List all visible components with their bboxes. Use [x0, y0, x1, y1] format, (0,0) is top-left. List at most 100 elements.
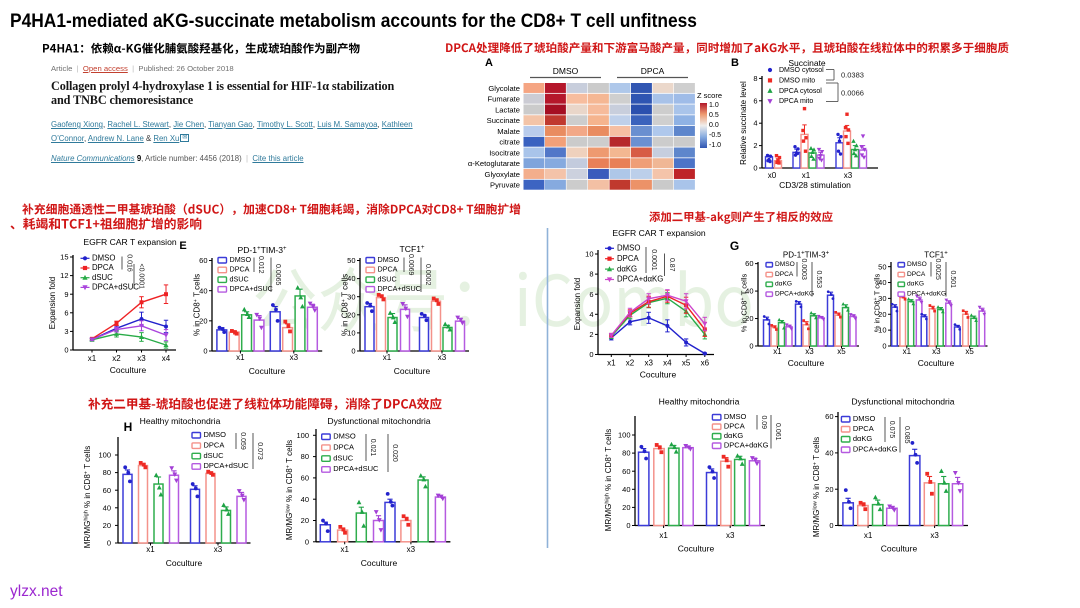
svg-text:x1: x1	[146, 545, 155, 554]
svg-text:DPCA+dSUC: DPCA+dSUC	[204, 461, 250, 470]
svg-text:x3: x3	[407, 545, 416, 554]
svg-text:0.0003: 0.0003	[800, 259, 807, 281]
svg-text:DPCA+dαKG: DPCA+dαKG	[853, 445, 898, 454]
svg-text:2: 2	[589, 330, 593, 339]
svg-text:0.87: 0.87	[668, 258, 675, 272]
svg-text:DPCA: DPCA	[92, 263, 114, 272]
svg-text:60: 60	[745, 259, 753, 268]
svg-text:dSUC: dSUC	[333, 453, 354, 462]
svg-text:DPCA: DPCA	[333, 442, 354, 451]
svg-text:dSUC: dSUC	[378, 274, 397, 283]
svg-text:Coculture: Coculture	[640, 370, 677, 380]
svg-text:Relative succinate level: Relative succinate level	[739, 81, 748, 165]
svg-text:0.0: 0.0	[709, 122, 719, 129]
svg-text:Z score: Z score	[697, 91, 722, 100]
svg-text:DMSO: DMSO	[553, 66, 579, 76]
svg-text:20: 20	[301, 516, 309, 525]
svg-text:0.075: 0.075	[888, 421, 895, 439]
svg-text:DPCA cytosol: DPCA cytosol	[779, 88, 822, 95]
svg-text:dαKG: dαKG	[907, 281, 924, 288]
svg-text:Expansion fold: Expansion fold	[573, 278, 582, 330]
svg-text:60: 60	[825, 412, 833, 421]
svg-text:DPCA+dSUC: DPCA+dSUC	[333, 464, 379, 473]
svg-text:0.061: 0.061	[774, 423, 781, 441]
svg-text:DPCA: DPCA	[378, 265, 398, 274]
svg-text:DMSO: DMSO	[724, 412, 747, 421]
svg-text:H: H	[124, 420, 133, 434]
svg-text:20: 20	[878, 310, 886, 319]
svg-text:EGFR CAR T expansion: EGFR CAR T expansion	[83, 237, 177, 247]
svg-text:x6: x6	[701, 359, 710, 368]
svg-text:Glyoxylate: Glyoxylate	[485, 170, 520, 179]
svg-text:-1.0: -1.0	[709, 142, 721, 149]
svg-text:40: 40	[301, 495, 309, 504]
svg-text:DPCA+dαKG: DPCA+dαKG	[617, 275, 663, 284]
svg-text:MR/MGhigh % in CD8+ T cells: MR/MGhigh % in CD8+ T cells	[604, 429, 613, 531]
svg-text:0.553: 0.553	[815, 270, 822, 288]
svg-text:-0.5: -0.5	[709, 132, 721, 139]
svg-text:DPCA+dSUC: DPCA+dSUC	[92, 283, 139, 292]
svg-text:Coculture: Coculture	[110, 365, 147, 375]
svg-text:15: 15	[60, 253, 68, 262]
svg-text:DPCA: DPCA	[907, 271, 926, 278]
svg-text:x1: x1	[340, 545, 349, 554]
svg-text:DMSO: DMSO	[92, 254, 115, 263]
svg-text:Healthy mitochondria: Healthy mitochondria	[140, 416, 221, 426]
svg-text:E: E	[179, 240, 186, 252]
svg-text:dαKG: dαKG	[775, 281, 792, 288]
svg-text:x3: x3	[137, 354, 146, 363]
svg-text:dSUC: dSUC	[92, 273, 113, 282]
svg-text:Coculture: Coculture	[166, 558, 203, 568]
svg-text:0.012: 0.012	[257, 256, 264, 274]
svg-text:100: 100	[618, 431, 631, 440]
svg-text:DMSO: DMSO	[333, 432, 356, 441]
svg-text:Dysfunctional mitochondria: Dysfunctional mitochondria	[851, 397, 954, 407]
svg-text:PD-1+TIM-3+: PD-1+TIM-3+	[783, 251, 830, 260]
svg-text:DPCA: DPCA	[775, 271, 794, 278]
svg-text:20: 20	[103, 521, 111, 530]
svg-text:0.0066: 0.0066	[841, 89, 864, 98]
svg-text:x3: x3	[805, 347, 814, 356]
svg-text:80: 80	[622, 449, 630, 458]
svg-text:0: 0	[749, 342, 753, 351]
svg-text:Coculture: Coculture	[678, 544, 715, 554]
svg-text:0.021: 0.021	[369, 439, 376, 457]
svg-text:x3: x3	[844, 171, 853, 180]
svg-text:Malate: Malate	[497, 127, 520, 136]
svg-text:0: 0	[203, 347, 207, 356]
svg-text:DPCA+dSUC: DPCA+dSUC	[230, 284, 273, 293]
svg-text:x5: x5	[682, 359, 691, 368]
svg-text:20: 20	[622, 503, 630, 512]
svg-text:0.016: 0.016	[126, 254, 133, 272]
svg-text:0: 0	[351, 347, 355, 356]
svg-text:0.0069: 0.0069	[407, 254, 414, 276]
svg-text:x5: x5	[965, 347, 974, 356]
svg-text:Expansion fold: Expansion fold	[48, 277, 57, 329]
svg-text:x3: x3	[438, 353, 447, 362]
svg-text:60: 60	[199, 256, 207, 265]
svg-text:DMSO cytosol: DMSO cytosol	[779, 67, 824, 74]
svg-text:x3: x3	[930, 531, 939, 540]
svg-text:TCF1+: TCF1+	[400, 244, 425, 254]
svg-text:DMSO: DMSO	[853, 414, 876, 423]
svg-text:30: 30	[878, 294, 886, 303]
svg-text:100: 100	[98, 451, 111, 460]
svg-text:x1: x1	[864, 531, 873, 540]
svg-text:0.0383: 0.0383	[841, 71, 864, 80]
svg-text:x1: x1	[659, 531, 668, 540]
svg-text:Dysfunctional mitochondria: Dysfunctional mitochondria	[327, 416, 430, 426]
svg-text:DPCA: DPCA	[853, 424, 874, 433]
svg-text:0.085: 0.085	[903, 426, 910, 444]
svg-text:20: 20	[825, 485, 833, 494]
svg-text:6: 6	[753, 96, 757, 105]
svg-text:dαKG: dαKG	[617, 264, 637, 273]
svg-text:8: 8	[589, 270, 593, 279]
svg-text:MR/MGlow % in CD8+ T cells: MR/MGlow % in CD8+ T cells	[285, 440, 294, 540]
svg-text:10: 10	[878, 326, 886, 335]
svg-text:DPCA: DPCA	[617, 254, 639, 263]
svg-text:α-Ketoglutarate: α-Ketoglutarate	[468, 159, 520, 168]
svg-text:0.09: 0.09	[760, 415, 767, 429]
svg-text:Pyruvate: Pyruvate	[490, 181, 520, 190]
svg-text:% in CD8+ T cells: % in CD8+ T cells	[193, 274, 202, 336]
svg-text:% in CD8+ T cells: % in CD8+ T cells	[873, 273, 882, 332]
